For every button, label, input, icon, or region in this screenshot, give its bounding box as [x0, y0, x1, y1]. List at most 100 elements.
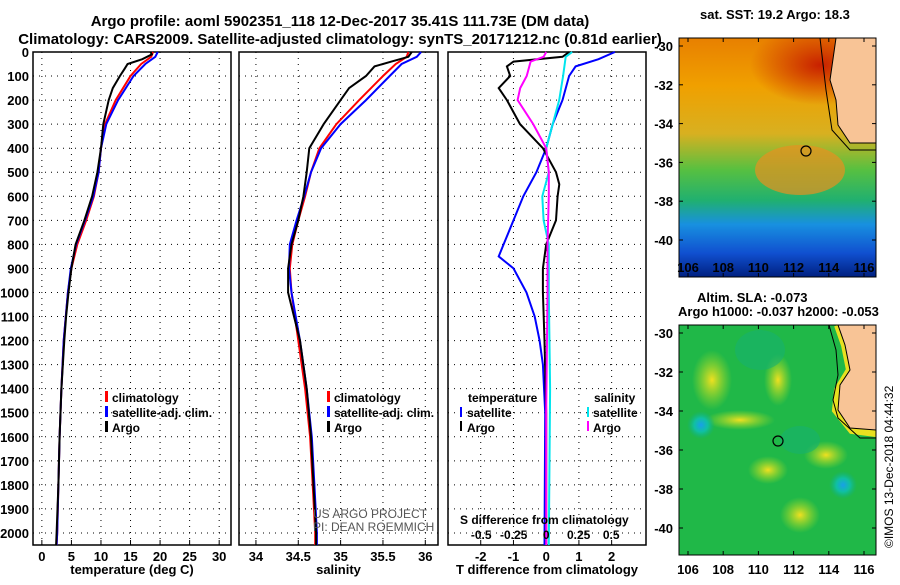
y-tick-label: 1100: [1, 310, 29, 325]
x-tick-label: 0: [543, 549, 550, 564]
sla-map-frame: [678, 324, 877, 556]
x-tick-label: 36: [418, 549, 432, 564]
sla-map-axes: -30 -32 -34 -36 -38 -40 106 108 110 112 114 116: [654, 325, 876, 577]
x-tick-label: 34: [249, 549, 264, 564]
sla-map: [679, 325, 876, 555]
series-line-t-satellite: [497, 51, 616, 546]
x-axis-label: T difference from climatology: [456, 562, 639, 577]
series-line-t-argo: [497, 51, 570, 545]
plot-frame: [32, 51, 232, 546]
lat-tick-label: -38: [654, 194, 673, 209]
y-tick-label: 1300: [0, 358, 29, 373]
y-tick-label: 2000: [0, 526, 29, 541]
legend-swatch-satellite: [105, 406, 108, 417]
x-tick-label: -1: [508, 549, 520, 564]
legend-swatch-climatology: [105, 391, 108, 402]
legend-temperature-title: temperature: [468, 391, 538, 405]
lat-tick-label: -34: [654, 404, 674, 419]
x-tick-label: 25: [182, 549, 196, 564]
legend-climatology: climatology: [112, 391, 179, 405]
lat-tick-label: -30: [654, 39, 673, 54]
profile-location-marker: [772, 435, 784, 447]
lon-tick-label: 114: [818, 260, 840, 275]
lat-tick-label: -36: [654, 443, 673, 458]
y-tick-label: 500: [7, 165, 29, 180]
argo-height-title: Argo h1000: -0.037 h2000: -0.053: [678, 304, 879, 319]
difference-panel: -2 -1 0 1 2T difference from climatology -0.5…: [447, 51, 647, 577]
legend-s-satellite: satellite: [593, 406, 638, 420]
s-tick-label: 0.5: [603, 528, 620, 542]
y-tick-label: 1400: [0, 382, 29, 397]
difference-legend: temperature satellite Argo salinity sate…: [460, 391, 638, 527]
x-tick-label: 0: [38, 549, 45, 564]
lon-tick-label: 116: [854, 260, 875, 275]
legend-swatch-climatology: [327, 391, 330, 402]
legend-s-argo: Argo: [593, 421, 621, 435]
legend-satellite: satellite-adj. clim.: [112, 406, 212, 420]
lat-tick-label: -32: [654, 78, 673, 93]
lat-tick-label: -34: [654, 117, 674, 132]
x-tick-label: 34.5: [286, 549, 311, 564]
sst-map-axes: -30 -32 -34 -36 -38 -40 106 108 110 112 114 116: [654, 38, 876, 277]
title-line-1: Argo profile: aoml 5902351_118 12-Dec-20…: [91, 13, 590, 30]
s-tick-label: 0.25: [567, 528, 591, 542]
legend-swatch-satellite: [327, 406, 330, 417]
series-line-satellite-adj-clim-: [287, 51, 422, 545]
y-tick-label: 600: [7, 189, 29, 204]
legend-climatology: climatology: [334, 391, 401, 405]
legend-argo: Argo: [112, 421, 140, 435]
y-tick-label: 1000: [0, 285, 29, 300]
x-tick-label: 1: [575, 549, 582, 564]
y-tick-label: 800: [7, 237, 29, 252]
legend-swatch-s-argo: [587, 421, 589, 431]
plot-frame: [238, 51, 439, 546]
y-tick-label: 200: [7, 93, 29, 108]
y-tick-label: 1700: [0, 454, 29, 469]
x-tick-label: 2: [608, 549, 615, 564]
s-tick-label: 0: [543, 528, 550, 542]
lon-tick-label: 108: [712, 260, 734, 275]
legend-swatch-t-argo: [460, 421, 462, 431]
land-australia: [837, 325, 876, 431]
y-tick-label: 1200: [0, 334, 29, 349]
temperature-panel: 0100200300400500600700800900100011001200…: [0, 45, 232, 577]
legend-swatch-argo: [327, 421, 330, 432]
salinity-panel: 34 34.5 35 35.5 36 salinity: [238, 51, 439, 577]
salinity-legend: climatology satellite-adj. clim. Argo US…: [313, 391, 434, 534]
y-tick-label: 100: [7, 69, 29, 84]
pi-annotation: PI: DEAN ROEMMICH: [313, 520, 434, 534]
x-tick-label: 35: [333, 549, 347, 564]
coastline-contour: [819, 38, 876, 151]
lon-tick-label: 112: [783, 562, 804, 577]
lon-tick-label: 106: [677, 260, 699, 275]
lat-tick-label: -36: [654, 155, 673, 170]
x-tick-label: 30: [212, 549, 226, 564]
y-tick-label: 0: [22, 45, 29, 60]
x-tick-label: 20: [153, 549, 167, 564]
project-annotation: US ARGO PROJECT: [313, 507, 428, 521]
legend-salinity-title: salinity: [594, 391, 636, 405]
land-australia: [829, 38, 876, 144]
series-line-argo: [55, 51, 154, 546]
s-tick-label: -0.25: [500, 528, 528, 542]
lon-tick-label: 110: [748, 562, 769, 577]
s-tick-label: -0.5: [471, 528, 492, 542]
y-tick-label: 1800: [0, 478, 29, 493]
x-tick-label: -2: [475, 549, 487, 564]
s-axis-label: S difference from climatology: [460, 513, 629, 527]
x-tick-label: 35.5: [370, 549, 395, 564]
lon-tick-label: 112: [783, 260, 804, 275]
lat-tick-label: -38: [654, 482, 673, 497]
y-tick-label: 1500: [0, 406, 29, 421]
imos-timestamp: ©IMOS 13-Dec-2018 04:44:32: [882, 385, 896, 548]
lon-tick-label: 108: [712, 562, 734, 577]
sla-map-title: Altim. SLA: -0.073: [697, 290, 808, 305]
y-tick-label: 300: [7, 117, 29, 132]
lat-tick-label: -30: [654, 326, 673, 341]
sst-map: [679, 38, 876, 277]
sst-map-frame: [678, 37, 877, 278]
x-tick-label: 10: [94, 549, 108, 564]
lon-tick-label: 106: [677, 562, 699, 577]
y-tick-label: 700: [7, 213, 29, 228]
